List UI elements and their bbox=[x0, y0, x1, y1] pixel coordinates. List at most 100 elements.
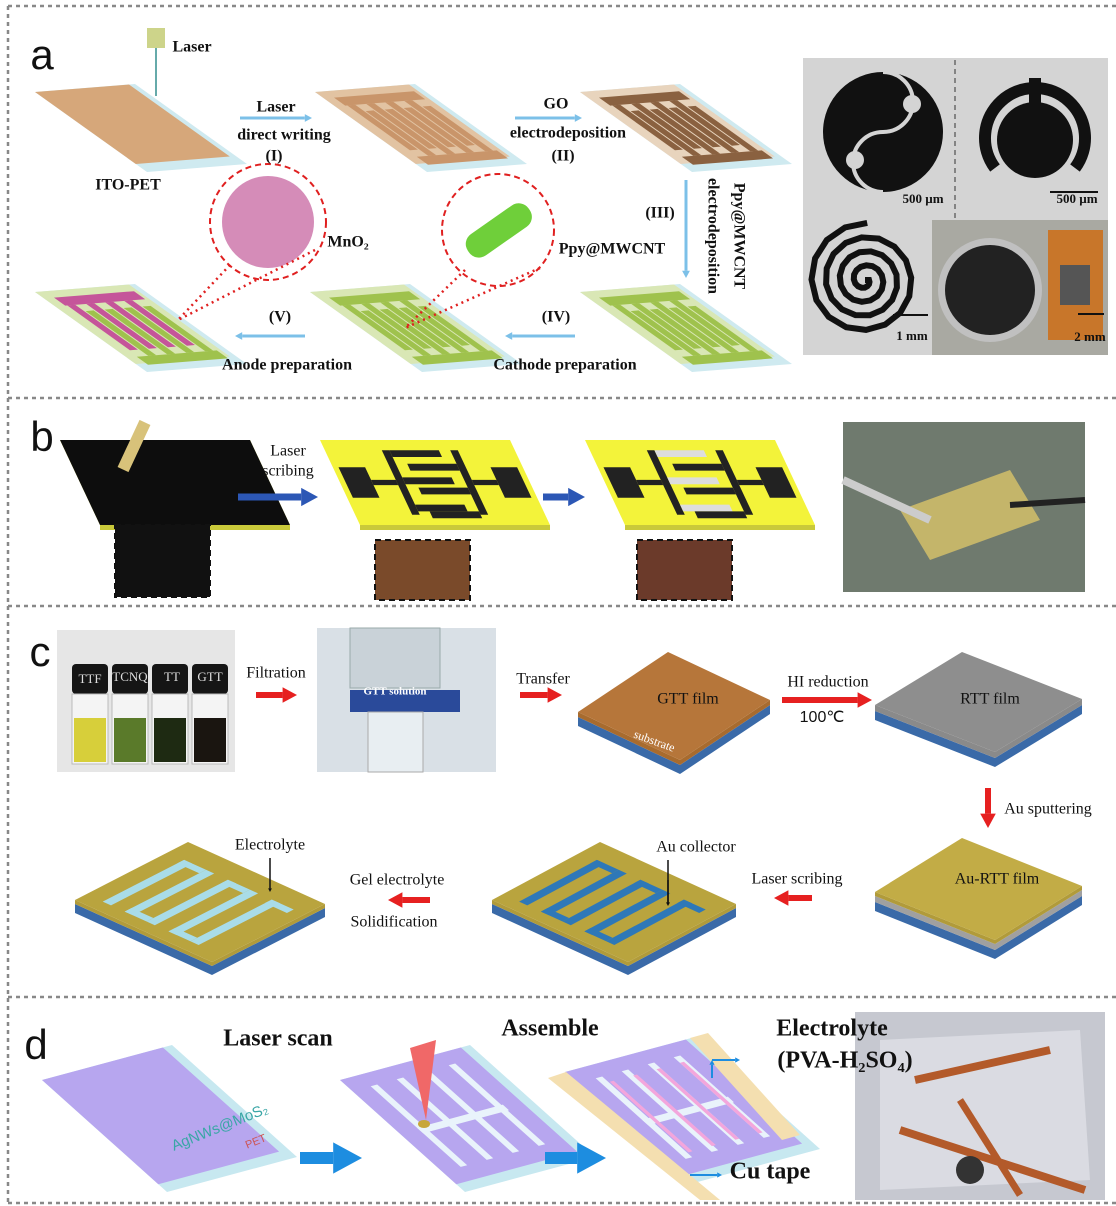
arrow-head bbox=[577, 1142, 606, 1174]
region bbox=[422, 1070, 520, 1153]
region bbox=[630, 310, 702, 356]
label: RTT film bbox=[960, 691, 1020, 708]
region bbox=[416, 1104, 509, 1134]
coin-cell-face bbox=[945, 245, 1035, 335]
arrow-head bbox=[333, 1142, 362, 1174]
region bbox=[621, 1069, 719, 1152]
inset bbox=[374, 539, 471, 601]
region bbox=[656, 1068, 740, 1140]
region bbox=[681, 150, 773, 165]
region bbox=[102, 859, 193, 906]
region bbox=[612, 104, 683, 151]
layer bbox=[75, 900, 325, 966]
solution bbox=[74, 718, 106, 762]
label: Cu tape bbox=[730, 1159, 811, 1185]
region bbox=[471, 479, 499, 486]
dot bbox=[903, 95, 921, 113]
region bbox=[104, 308, 176, 355]
region bbox=[371, 479, 399, 486]
region bbox=[404, 100, 475, 146]
film-top bbox=[875, 652, 1082, 752]
region bbox=[584, 889, 671, 936]
arrow-head bbox=[282, 687, 297, 703]
arrow-head bbox=[268, 888, 272, 892]
region bbox=[407, 463, 460, 471]
vial-cap bbox=[192, 664, 228, 694]
scale-bar-label: 1 mm bbox=[896, 328, 928, 343]
label: HI reduction bbox=[787, 674, 868, 691]
region bbox=[265, 899, 294, 913]
label: MnO₂ bbox=[327, 234, 368, 251]
label: Gel electrolyte bbox=[350, 872, 445, 889]
region bbox=[177, 859, 206, 874]
region bbox=[668, 107, 740, 153]
region bbox=[562, 879, 649, 926]
region bbox=[365, 110, 437, 156]
region bbox=[636, 479, 664, 486]
solution bbox=[114, 718, 146, 762]
film-top bbox=[492, 842, 736, 962]
region bbox=[415, 504, 468, 512]
layer bbox=[492, 904, 736, 975]
clip bbox=[956, 1156, 984, 1184]
region bbox=[384, 108, 456, 155]
region bbox=[146, 879, 237, 926]
label: Solidification bbox=[350, 914, 437, 931]
region bbox=[221, 879, 250, 894]
region bbox=[694, 511, 748, 519]
label: Laser scan bbox=[223, 1026, 333, 1052]
region bbox=[380, 301, 451, 348]
substrate-edge bbox=[625, 525, 815, 530]
vial-label: TT bbox=[164, 669, 180, 684]
arrow-head bbox=[774, 890, 789, 906]
region bbox=[599, 91, 691, 106]
region bbox=[418, 487, 471, 495]
layer bbox=[578, 700, 770, 765]
region bbox=[654, 450, 707, 457]
region bbox=[669, 300, 740, 346]
region bbox=[381, 450, 420, 515]
device-center bbox=[1060, 265, 1090, 305]
vial-cap bbox=[152, 664, 188, 694]
label: Cathode preparation bbox=[493, 357, 636, 374]
label: Electrolyte bbox=[235, 837, 305, 854]
region bbox=[403, 107, 475, 153]
label: (V) bbox=[269, 309, 291, 326]
region bbox=[672, 463, 725, 471]
panel-label: b bbox=[30, 413, 53, 460]
region bbox=[396, 1077, 494, 1160]
layer bbox=[875, 705, 1082, 767]
region bbox=[347, 104, 418, 151]
region bbox=[490, 467, 532, 498]
device-film bbox=[900, 470, 1040, 560]
layer bbox=[492, 900, 736, 966]
region bbox=[540, 908, 570, 922]
region bbox=[755, 467, 797, 498]
arrow-head bbox=[304, 114, 312, 122]
region bbox=[633, 879, 663, 894]
region bbox=[612, 304, 683, 351]
region bbox=[124, 869, 215, 916]
scale-bar-label: 500 µm bbox=[902, 191, 943, 206]
region bbox=[606, 899, 693, 945]
film bbox=[42, 1047, 280, 1185]
region bbox=[599, 291, 691, 306]
region bbox=[630, 110, 702, 156]
label: direct writing bbox=[237, 127, 330, 144]
region bbox=[67, 304, 138, 351]
region bbox=[681, 350, 773, 365]
vial-label: GTT bbox=[197, 669, 222, 684]
zoom-line bbox=[177, 248, 316, 322]
label: Laser bbox=[270, 443, 306, 460]
region bbox=[342, 304, 413, 351]
label: (IV) bbox=[542, 309, 570, 326]
label: Assemble bbox=[501, 1016, 599, 1042]
region bbox=[360, 310, 432, 356]
electrode bbox=[997, 102, 1073, 178]
region bbox=[687, 105, 759, 152]
cu-strip bbox=[957, 1098, 1023, 1197]
region bbox=[649, 308, 721, 355]
layer bbox=[578, 705, 770, 774]
tweezer bbox=[1009, 497, 1086, 508]
